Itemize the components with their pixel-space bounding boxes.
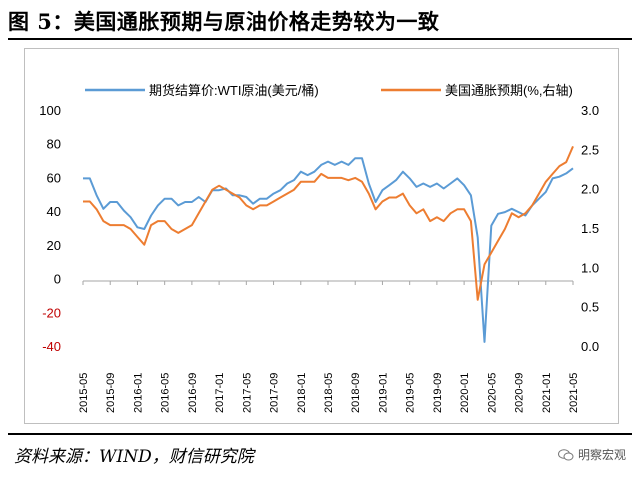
x-tick-label: 2016-09 (187, 373, 199, 413)
x-tick-label: 2019-01 (377, 373, 389, 413)
left-tick-label: -40 (42, 339, 61, 354)
right-tick-label: 2.5 (581, 142, 599, 157)
left-tick-label: -20 (42, 305, 61, 320)
left-tick-label: 100 (39, 103, 61, 118)
plot-area (83, 146, 574, 343)
right-tick-label: 2.0 (581, 182, 599, 197)
right-tick-label: 0.0 (581, 339, 599, 354)
title-rule (8, 38, 632, 40)
left-tick-label: 20 (47, 238, 61, 253)
x-tick-label: 2017-01 (214, 373, 226, 413)
source-note: 资料来源：WIND，财信研究院 (14, 447, 254, 467)
x-tick-label: 2021-01 (541, 373, 553, 413)
x-tick-label: 2017-09 (269, 373, 281, 413)
x-tick-label: 2019-09 (432, 373, 444, 413)
right-tick-label: 1.0 (581, 260, 599, 275)
left-tick-label: 0 (54, 272, 61, 287)
watermark-text: 明察宏观 (577, 448, 626, 462)
x-tick-label: 2016-01 (132, 373, 144, 413)
x-tick-label: 2020-05 (486, 373, 498, 413)
x-tick-label: 2018-05 (323, 373, 335, 413)
left-axis: -40 -20 0 20 40 60 80 100 (39, 103, 61, 354)
wechat-icon (557, 448, 574, 460)
x-axis: 2015-05 2015-09 2016-01 2016-05 2016-09 2017-… (78, 281, 580, 413)
x-tick-label: 2018-09 (350, 373, 362, 413)
left-tick-label: 60 (47, 170, 61, 185)
left-tick-label: 40 (47, 204, 61, 219)
x-tick-label: 2017-05 (241, 373, 253, 413)
legend-label-wti: 期货结算价:WTI原油(美元/桶) (149, 83, 319, 98)
source-rule (8, 433, 632, 435)
chart-frame: 期货结算价:WTI原油(美元/桶) 美国通胀预期(%,右轴) -40 -20 0 20… (24, 48, 619, 424)
watermark: 明察宏观 (557, 446, 626, 463)
x-tick-label: 2021-05 (568, 373, 580, 413)
legend: 期货结算价:WTI原油(美元/桶) 美国通胀预期(%,右轴) (85, 83, 573, 98)
right-tick-label: 3.0 (581, 103, 599, 118)
x-tick-label: 2018-01 (296, 373, 308, 413)
x-tick-label: 2015-09 (105, 373, 117, 413)
chart-svg: 期货结算价:WTI原油(美元/桶) 美国通胀预期(%,右轴) -40 -20 0 20… (39, 83, 599, 413)
left-tick-label: 80 (47, 137, 61, 152)
x-tick-label: 2020-09 (514, 373, 526, 413)
figure-title: 图 5：美国通胀预期与原油价格走势较为一致 (8, 9, 440, 34)
right-axis: 0.0 0.5 1.0 1.5 2.0 2.5 3.0 (581, 103, 599, 354)
x-tick-label: 2015-05 (78, 373, 90, 413)
series-line-wti (83, 157, 574, 343)
x-tick-label: 2016-05 (160, 373, 172, 413)
x-tick-label: 2020-01 (459, 373, 471, 413)
right-tick-label: 1.5 (581, 221, 599, 236)
right-tick-label: 0.5 (581, 300, 599, 315)
series-line-inflation (83, 146, 574, 301)
legend-label-inflation: 美国通胀预期(%,右轴) (445, 83, 573, 98)
x-tick-label: 2019-05 (405, 373, 417, 413)
